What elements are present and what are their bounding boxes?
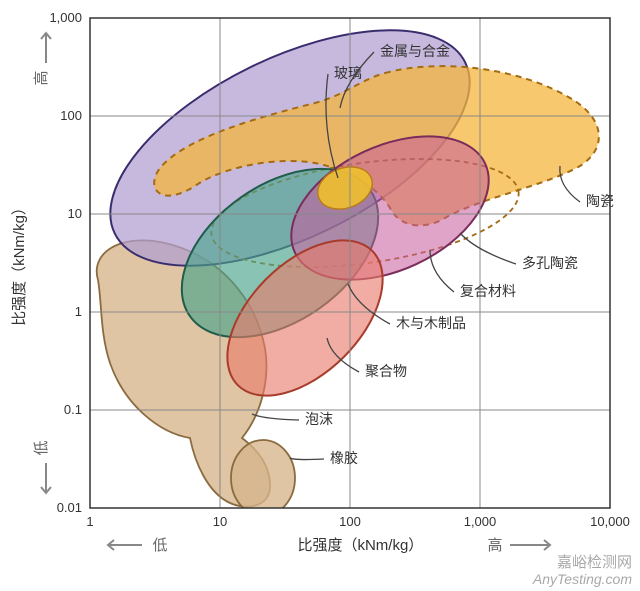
svg-text:1,000: 1,000 (49, 10, 82, 25)
material-chart-svg: 1 10 100 1,000 10,000 0.01 0.1 1 10 100 1,000 比强度（k… (0, 0, 640, 591)
svg-text:玻璃: 玻璃 (334, 65, 362, 81)
svg-text:100: 100 (60, 108, 82, 123)
svg-text:1: 1 (75, 304, 82, 319)
svg-text:高: 高 (487, 537, 502, 554)
chart-container: 1 10 100 1,000 10,000 0.01 0.1 1 10 100 1,000 比强度（k… (0, 0, 640, 591)
svg-text:多孔陶瓷: 多孔陶瓷 (522, 255, 578, 271)
watermark-en: AnyTesting.com (533, 572, 632, 587)
svg-text:10: 10 (213, 514, 227, 529)
svg-text:陶瓷: 陶瓷 (586, 193, 614, 209)
svg-text:橡胶: 橡胶 (330, 450, 358, 466)
svg-text:泡沫: 泡沫 (305, 411, 333, 427)
svg-text:0.01: 0.01 (57, 500, 82, 515)
svg-text:10: 10 (68, 206, 82, 221)
svg-text:低: 低 (33, 440, 50, 455)
svg-text:聚合物: 聚合物 (365, 363, 407, 379)
watermark-cn: 嘉峪检测网 (533, 555, 632, 572)
svg-text:比强度（kNm/kg）: 比强度（kNm/kg） (11, 200, 28, 326)
svg-text:低: 低 (152, 537, 167, 554)
svg-text:高: 高 (33, 70, 50, 85)
svg-text:1,000: 1,000 (464, 514, 497, 529)
svg-text:100: 100 (339, 514, 361, 529)
svg-text:复合材料: 复合材料 (460, 283, 516, 299)
svg-text:木与木制品: 木与木制品 (396, 315, 466, 331)
svg-text:比强度（kNm/kg）: 比强度（kNm/kg） (297, 537, 423, 554)
svg-text:10,000: 10,000 (590, 514, 630, 529)
svg-text:0.1: 0.1 (64, 402, 82, 417)
svg-text:金属与合金: 金属与合金 (380, 43, 450, 59)
watermark: 嘉峪检测网 AnyTesting.com (533, 555, 632, 587)
svg-text:1: 1 (86, 514, 93, 529)
